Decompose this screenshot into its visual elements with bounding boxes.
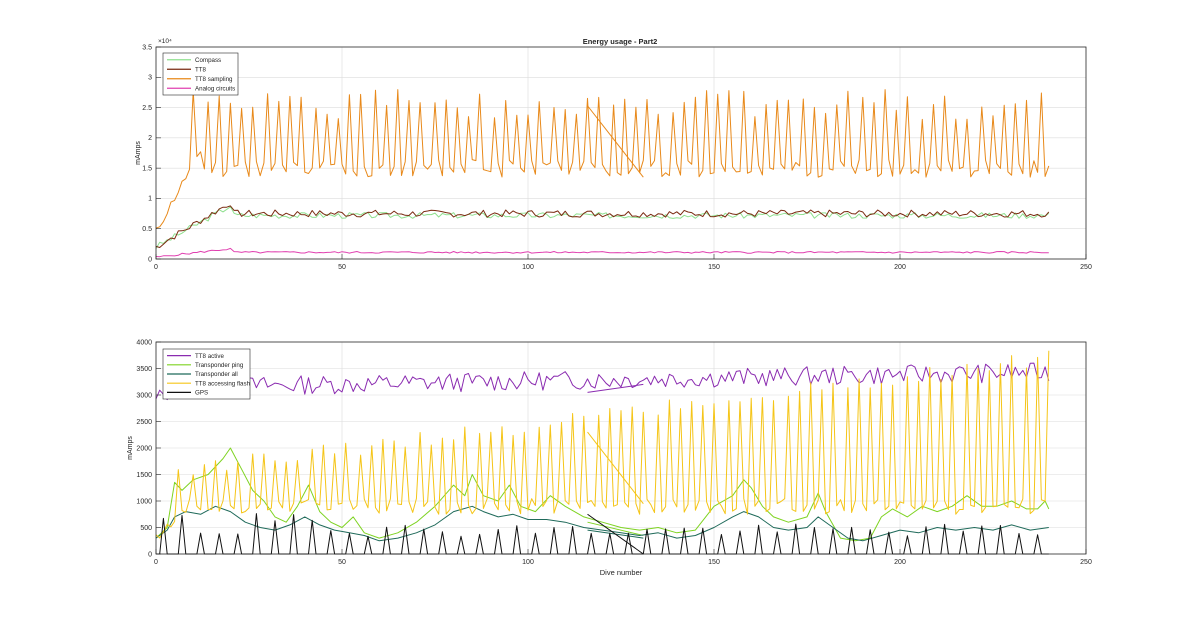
top-grid xyxy=(156,47,1086,259)
x-tick-label: 150 xyxy=(708,264,720,271)
y-tick-label: 3000 xyxy=(136,392,152,399)
bottom-legend: TT8 active Transponder ping Transponder al… xyxy=(162,348,251,400)
legend-label: TT8 active xyxy=(195,353,224,360)
series-segment-2 xyxy=(587,105,644,178)
y-tick-label: 1000 xyxy=(136,498,152,505)
y-tick-label: 1 xyxy=(148,196,152,203)
y-tick-label: 2500 xyxy=(136,419,152,426)
y-tick-label: 2 xyxy=(148,135,152,142)
y-tick-label: 1.5 xyxy=(142,165,152,172)
top-plot-frame xyxy=(155,46,1087,260)
top-ticks: 0 0.5 1 1.5 2 2.5 3 3.5 0 50 100 150 200 250 xyxy=(142,44,1092,271)
series-segment-0 xyxy=(587,383,644,393)
bottom-series-lines xyxy=(155,350,1050,555)
legend-label: Analog circuits xyxy=(195,85,235,92)
y-tick-label: 1500 xyxy=(136,472,152,479)
x-tick-label: 250 xyxy=(1080,559,1092,566)
series-line-0 xyxy=(155,362,1050,401)
legend-label: TT8 sampling xyxy=(195,76,233,83)
legend-label: Transponder all xyxy=(195,371,238,378)
top-series-lines xyxy=(155,89,1050,258)
series-line-1 xyxy=(155,447,1050,542)
series-line-1 xyxy=(155,205,1050,248)
bottom-y-axis-label: mAmps xyxy=(127,436,134,460)
x-tick-label: 0 xyxy=(154,559,158,566)
top-axes: 0 0.5 1 1.5 2 2.5 3 3.5 0 50 100 150 200 250 ×10⁴ mAm… xyxy=(135,38,1092,271)
series-line-3 xyxy=(155,247,1049,258)
bottom-ticks: 0 500 1000 1500 2000 2500 3000 3500 4000 0 50 100 15… xyxy=(136,339,1092,566)
y-tick-label: 4000 xyxy=(136,339,152,346)
legend-label: GPS xyxy=(195,390,208,397)
series-line-4 xyxy=(156,513,1049,555)
x-tick-label: 50 xyxy=(338,264,346,271)
x-tick-label: 50 xyxy=(338,559,346,566)
series-line-2 xyxy=(155,89,1050,229)
series-line-0 xyxy=(155,206,1050,249)
x-tick-label: 250 xyxy=(1080,264,1092,271)
series-line-3 xyxy=(155,350,1050,539)
legend-label: TT8 xyxy=(195,66,207,73)
y-tick-label: 3500 xyxy=(136,366,152,373)
series-segment-1 xyxy=(587,521,644,536)
y-tick-label: 500 xyxy=(140,525,152,532)
legend-label: TT8 accessing flash xyxy=(195,380,251,387)
legend-label: Compass xyxy=(195,57,221,64)
series-segment-4 xyxy=(587,513,644,555)
x-tick-label: 100 xyxy=(522,264,534,271)
y-tick-label: 0 xyxy=(148,256,152,263)
y-tick-label: 0 xyxy=(148,551,152,558)
bottom-x-axis-label: Dive number xyxy=(600,568,643,577)
x-tick-label: 200 xyxy=(894,559,906,566)
legend-label: Transponder ping xyxy=(195,362,244,369)
x-tick-label: 0 xyxy=(154,264,158,271)
y-tick-label: 0.5 xyxy=(142,226,152,233)
x-tick-label: 200 xyxy=(894,264,906,271)
y-tick-label: 2000 xyxy=(136,445,152,452)
series-line-2 xyxy=(155,505,1049,542)
y-tick-label: 3.5 xyxy=(142,44,152,51)
y-tick-label: 2.5 xyxy=(142,105,152,112)
series-segment-3 xyxy=(587,431,644,504)
figure-title: Energy usage - Part2 xyxy=(583,37,658,46)
top-legend: Compass TT8 TT8 sampling Analog circuits xyxy=(162,52,239,96)
top-y-axis-label: mAmps xyxy=(135,141,142,165)
x-tick-label: 100 xyxy=(522,559,534,566)
bottom-axes: 0 500 1000 1500 2000 2500 3000 3500 4000 0 50 100 15… xyxy=(127,339,1092,577)
y-tick-label: 3 xyxy=(148,75,152,82)
top-y-exponent: ×10⁴ xyxy=(158,38,172,45)
x-tick-label: 150 xyxy=(708,559,720,566)
